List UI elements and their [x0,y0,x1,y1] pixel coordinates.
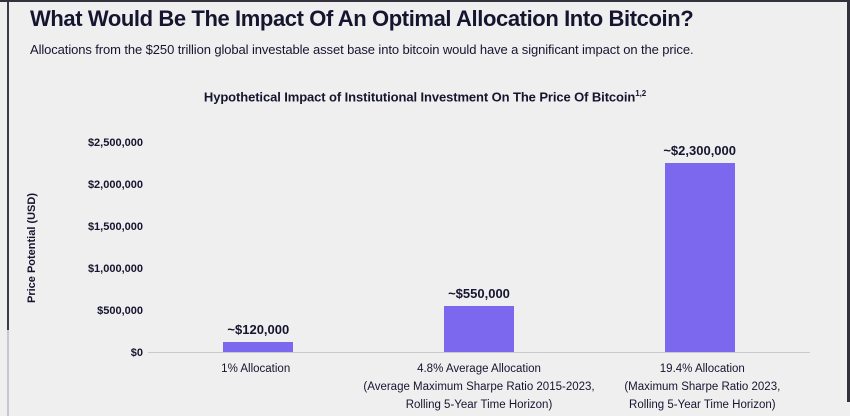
bar-column: ~$120,000 [148,143,369,352]
bar-value-label: ~$2,300,000 [663,143,736,158]
x-category-label: 1% Allocation [221,363,291,375]
category-labels: 1% Allocation 4.8% Average Allocation (Ave… [148,361,810,414]
y-tick-label: $2,500,000 [87,137,143,149]
y-tick-label: $2,000,000 [87,179,143,191]
y-tick-label: $1,000,000 [87,263,143,275]
y-tick-label: $0 [130,347,143,359]
bar-value-label: ~$550,000 [448,286,510,301]
chart-title: Hypothetical Impact of Institutional Inv… [0,89,850,104]
bar-column: ~$550,000 [369,143,590,352]
plot-area: ~$120,000 ~$550,000 ~$2,300,000 [148,143,810,353]
bar-value-label: ~$120,000 [227,322,290,337]
frame-right-border [847,0,850,402]
page-subtitle: Allocations from the $250 trillion globa… [30,42,694,57]
y-tick-label: $500,000 [97,305,143,317]
bars: ~$120,000 ~$550,000 ~$2,300,000 [148,143,810,352]
page-title: What Would Be The Impact Of An Optimal A… [30,6,694,31]
chart-title-text: Hypothetical Impact of Institutional Inv… [203,89,636,105]
bar[interactable] [223,342,294,352]
bar-column: ~$2,300,000 [589,143,810,352]
bar[interactable] [664,163,735,352]
y-tick-label: $1,500,000 [87,221,143,233]
x-category-label: 4.8% Average Allocation (Average Maximum … [363,363,595,411]
chart-title-footnote-superscript: 1,2 [635,89,647,98]
bar[interactable] [444,306,514,352]
scrollbar-thumb[interactable] [7,2,9,330]
frame-top-border [0,0,850,2]
y-axis-ticks: $0 $500,000 $1,000,000 $1,500,000 $2,000,000… [0,137,143,359]
x-category-label: 19.4% Allocation (Maximum Sharpe Ratio 20… [624,363,781,411]
scrollbar-vertical[interactable] [7,2,9,416]
